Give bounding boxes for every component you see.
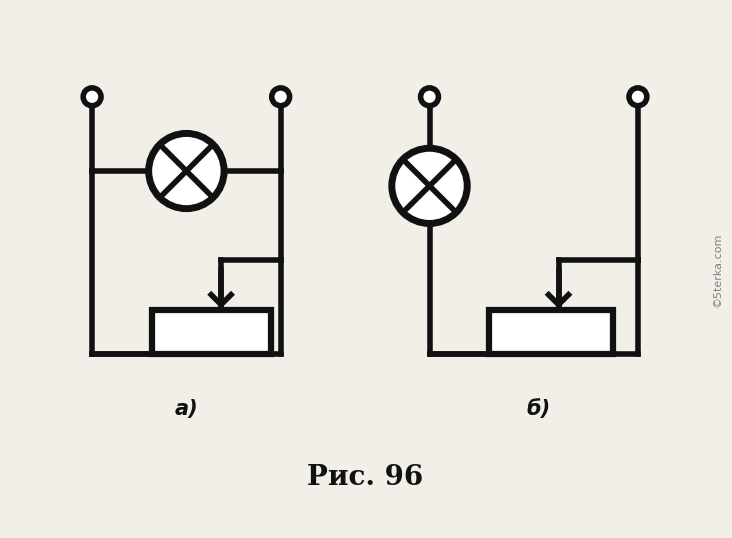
Text: а): а) xyxy=(174,399,198,419)
Bar xyxy=(489,309,613,354)
Text: Рис. 96: Рис. 96 xyxy=(307,464,423,491)
Text: б): б) xyxy=(526,399,550,419)
Text: ©5terka.com: ©5terka.com xyxy=(712,233,722,307)
Circle shape xyxy=(392,148,467,223)
Circle shape xyxy=(83,88,101,105)
Circle shape xyxy=(272,88,290,105)
Bar xyxy=(152,309,271,354)
Circle shape xyxy=(421,88,438,105)
Circle shape xyxy=(629,88,647,105)
Circle shape xyxy=(149,133,224,209)
